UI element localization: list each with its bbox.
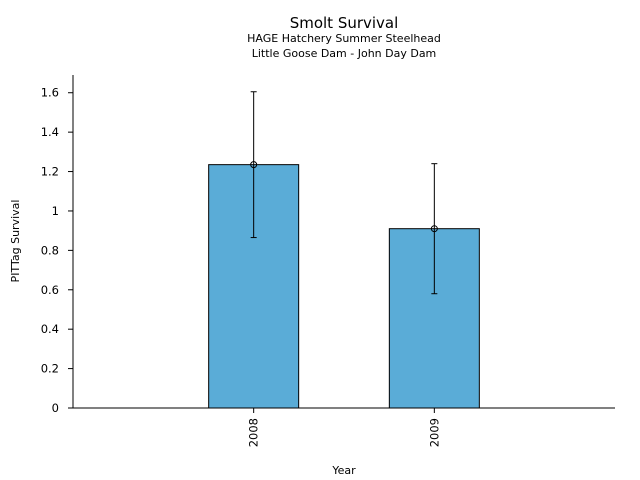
y-tick-label-5: 1 bbox=[52, 204, 59, 218]
x-tick-label-2009: 2009 bbox=[427, 418, 441, 447]
chart-subtitle-line-1: HAGE Hatchery Summer Steelhead bbox=[247, 32, 441, 45]
point-marker-2008 bbox=[250, 161, 258, 169]
y-tick-label-1: 0.2 bbox=[41, 362, 59, 376]
plot-area: 0 0.2 0.4 0.6 0.8 1 1.2 1.4 1.6 2008 2009 bbox=[41, 86, 480, 447]
chart-subtitle-line-2: Little Goose Dam - John Day Dam bbox=[252, 47, 437, 60]
y-tick-label-2: 0.4 bbox=[41, 322, 59, 336]
y-tick-label-4: 0.8 bbox=[41, 243, 59, 257]
x-tick-label-2008: 2008 bbox=[247, 418, 261, 447]
y-tick-label-7: 1.4 bbox=[41, 125, 59, 139]
chart-title: Smolt Survival bbox=[290, 14, 399, 32]
y-axis-label: PITTag Survival bbox=[9, 200, 22, 283]
y-tick-label-3: 0.6 bbox=[41, 283, 59, 297]
point-marker-2009 bbox=[430, 225, 438, 233]
y-tick-label-0: 0 bbox=[52, 401, 59, 415]
y-tick-label-8: 1.6 bbox=[41, 86, 59, 100]
x-axis-label: Year bbox=[331, 464, 356, 477]
y-tick-label-6: 1.2 bbox=[41, 165, 59, 179]
